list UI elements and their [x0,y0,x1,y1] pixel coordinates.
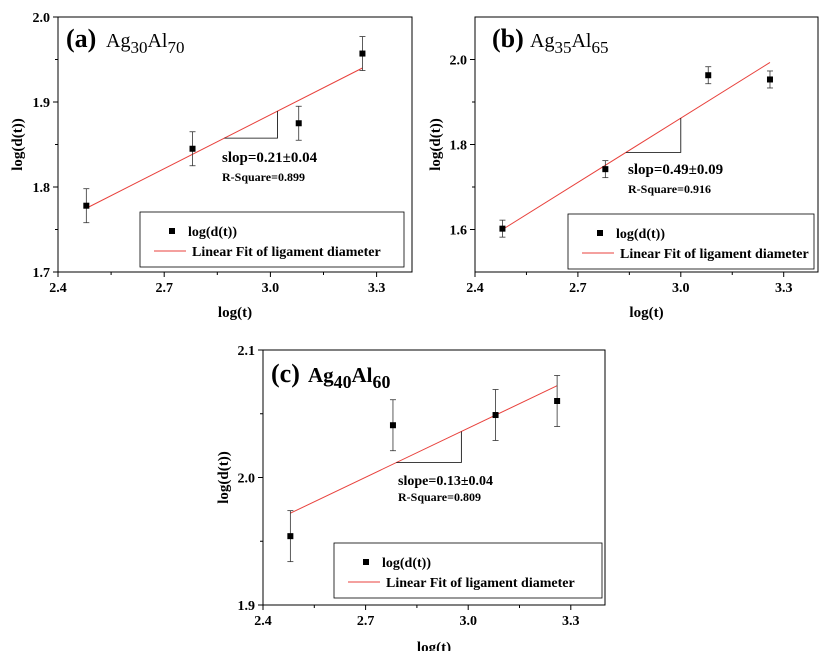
data-point [83,202,90,209]
x-tick-label: 3.0 [672,281,690,296]
legend-label-fit: Linear Fit of ligament diameter [386,576,575,591]
slope-triangle [625,118,682,153]
title-sub1: 35 [554,38,571,57]
data-point [492,412,499,419]
title-sub1: 40 [334,372,352,392]
title-sub2: 65 [591,38,608,57]
title-base1: Ag [308,363,334,387]
title-base2: Al [352,363,373,387]
y-tick-label: 2.1 [238,344,256,359]
y-axis-label: log(d(t)) [10,118,26,171]
y-axis-label: log(d(t)) [428,118,444,171]
data-point [602,166,609,173]
legend-marker [363,559,369,565]
x-axis-label: log(t) [417,640,451,651]
data-point [389,422,396,429]
y-tick-label: 1.9 [33,96,51,111]
legend-marker [597,230,603,236]
title-base1: Ag [106,30,130,52]
title-sub2: 70 [167,38,184,57]
data-point [705,72,712,79]
x-axis-label: log(t) [218,305,252,321]
y-tick-label: 1.7 [33,266,51,281]
panel-title: Ag35Al65 [530,30,608,57]
r-square-annotation: R-Square=0.899 [222,170,305,184]
data-point [766,76,773,83]
data-point [359,50,366,57]
panel-label: (a) [66,24,96,53]
title-base2: Al [571,30,591,52]
x-tick-label: 2.7 [155,281,173,296]
data-point [554,398,561,404]
data-point [287,533,294,540]
x-tick-label: 3.0 [459,614,477,629]
panel-0: 2.4 2.7 3.0 3.3 1.7 1.8 1.9 2.0 log(t) log(d(t)) (… [10,11,413,321]
legend-box [139,211,405,268]
y-tick-label: 1.9 [238,599,256,614]
panel-title: Ag40Al60 [308,363,390,392]
x-tick-label: 2.7 [569,281,587,296]
data-point [189,145,196,152]
title-sub2: 60 [373,372,391,392]
x-tick-label: 2.4 [49,281,67,296]
legend-box [333,542,603,599]
x-tick-label: 2.7 [357,614,375,629]
title-base2: Al [147,30,167,52]
legend-label-scatter: log(d(t)) [382,556,431,571]
panel-title: Ag30Al70 [106,30,184,57]
legend-label-fit: Linear Fit of ligament diameter [620,247,809,262]
y-tick-label: 2.0 [238,472,256,487]
y-tick-label: 2.0 [450,54,468,69]
legend-box [567,213,815,270]
x-tick-label: 3.3 [368,281,386,296]
data-point [295,120,302,127]
slope-annotation: slop=0.49±0.09 [628,162,723,178]
legend-marker [169,228,175,234]
r-square-annotation: R-Square=0.916 [628,182,711,196]
y-tick-label: 2.0 [33,11,51,26]
panel-label: (c) [271,359,300,388]
legend-label-fit: Linear Fit of ligament diameter [192,245,381,260]
title-sub1: 30 [130,38,147,57]
y-tick-label: 1.8 [450,139,468,154]
x-axis-label: log(t) [629,305,663,321]
slope-triangle [224,111,278,139]
x-tick-label: 3.3 [562,614,580,629]
x-tick-label: 3.0 [262,281,280,296]
fit-line [502,62,771,230]
y-axis-label: log(d(t)) [216,451,232,504]
r-square-annotation: R-Square=0.809 [398,490,481,504]
y-tick-label: 1.6 [450,224,468,239]
slope-annotation: slop=0.21±0.04 [222,150,318,166]
title-base1: Ag [530,30,554,52]
data-point [499,225,506,232]
legend-label-scatter: log(d(t)) [616,227,665,242]
legend-label-scatter: log(d(t)) [188,225,237,240]
panel-label: (b) [492,24,524,53]
x-tick-label: 2.4 [466,281,484,296]
x-tick-label: 2.4 [254,614,272,629]
fit-line [290,385,558,514]
x-tick-label: 3.3 [775,281,793,296]
slope-annotation: slope=0.13±0.04 [398,474,493,489]
panel-2: 2.4 2.7 3.0 3.3 1.9 2.0 2.1 log(t) log(d(t)) (c) A… [216,344,606,656]
slope-triangle [396,431,462,463]
y-tick-label: 1.8 [33,181,51,196]
